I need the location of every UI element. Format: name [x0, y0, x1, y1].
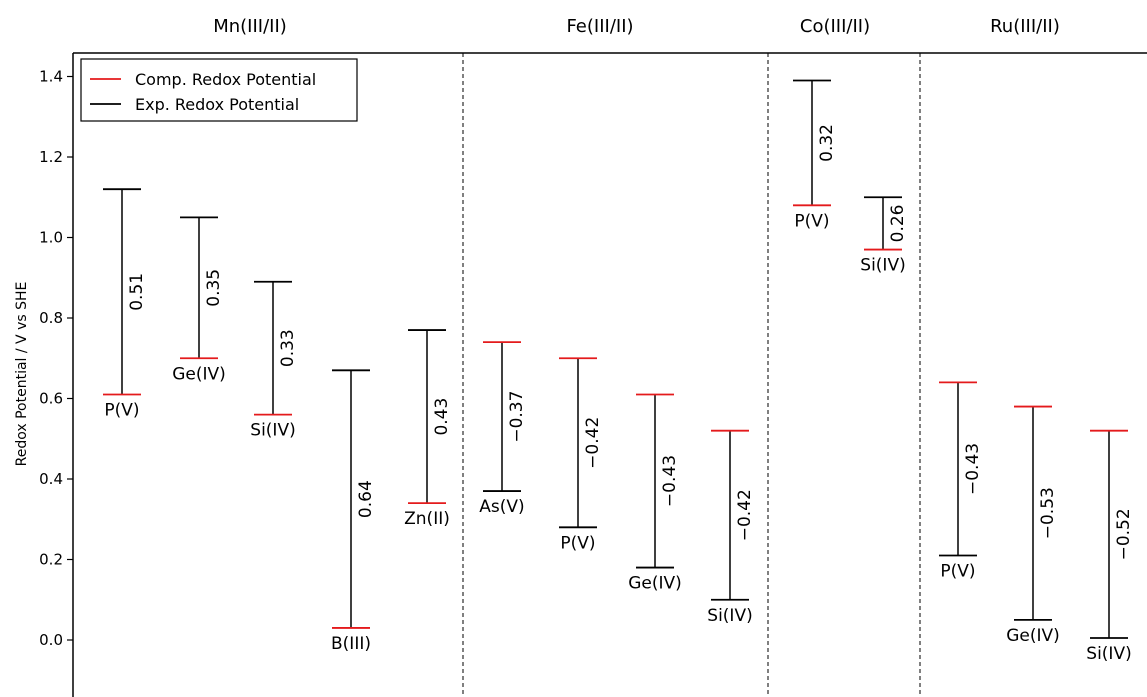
group-title: Co(III/II) — [800, 16, 870, 37]
y-tick-label: 1.4 — [39, 68, 63, 86]
item-label: Zn(II) — [404, 509, 450, 529]
difference-label: 0.64 — [356, 480, 376, 518]
item-label: As(V) — [479, 497, 524, 517]
item-label: Ge(IV) — [628, 574, 682, 594]
item-label: Si(IV) — [250, 421, 295, 441]
y-tick-label: 0.4 — [39, 470, 63, 488]
difference-label: −0.42 — [583, 417, 603, 469]
item-label: P(V) — [104, 400, 139, 420]
difference-label: 0.35 — [204, 269, 224, 307]
item-label: B(III) — [331, 634, 371, 654]
y-tick-label: 0.8 — [39, 309, 63, 327]
difference-label: −0.52 — [1114, 508, 1134, 560]
difference-label: −0.43 — [660, 455, 680, 507]
item-label: P(V) — [560, 533, 595, 553]
y-tick-label: 0.0 — [39, 631, 63, 649]
y-tick-label: 0.6 — [39, 390, 63, 408]
difference-label: −0.43 — [963, 443, 983, 495]
group-title: Fe(III/II) — [566, 16, 633, 37]
item-label: P(V) — [794, 211, 829, 231]
y-tick-label: 0.2 — [39, 551, 63, 569]
difference-label: 0.26 — [888, 204, 908, 242]
item-label: P(V) — [940, 561, 975, 581]
difference-label: −0.37 — [507, 391, 527, 443]
legend-box — [80, 58, 358, 122]
item-label: Ge(IV) — [172, 364, 226, 384]
difference-label: −0.53 — [1038, 487, 1058, 539]
difference-label: 0.32 — [817, 124, 837, 162]
legend-label: Comp. Redox Potential — [135, 70, 316, 89]
difference-label: 0.51 — [127, 273, 147, 311]
item-label: Si(IV) — [860, 256, 905, 276]
y-tick-label: 1.0 — [39, 229, 63, 247]
item-label: Ge(IV) — [1006, 626, 1060, 646]
difference-label: −0.42 — [735, 489, 755, 541]
item-label: Si(IV) — [1086, 644, 1131, 664]
difference-label: 0.43 — [432, 398, 452, 436]
group-title: Mn(III/II) — [213, 16, 287, 37]
y-axis-title: Redox Potential / V vs SHE — [14, 282, 30, 467]
legend-label: Exp. Redox Potential — [135, 95, 299, 114]
item-label: Si(IV) — [707, 606, 752, 626]
group-title: Ru(III/II) — [990, 16, 1060, 37]
y-tick-label: 1.2 — [39, 148, 63, 166]
difference-label: 0.33 — [278, 329, 298, 367]
